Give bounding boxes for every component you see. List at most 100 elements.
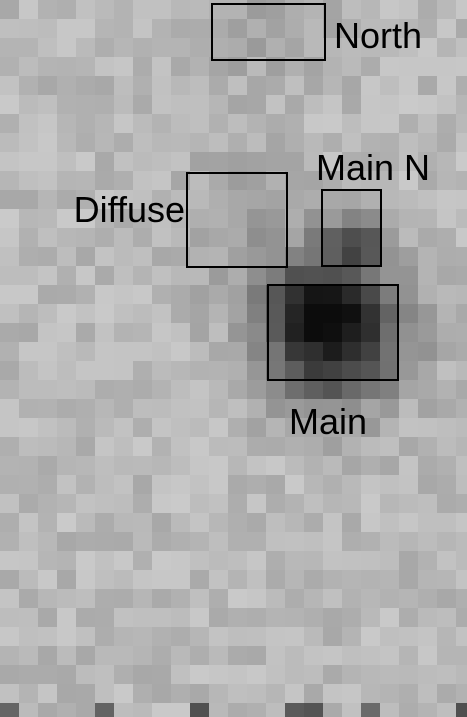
pixel [133, 266, 152, 285]
pixel [38, 209, 57, 228]
pixel [228, 627, 247, 646]
pixel [228, 285, 247, 304]
pixel [304, 76, 323, 95]
pixel [380, 532, 399, 551]
pixel [418, 456, 437, 475]
pixel [304, 475, 323, 494]
pixel [38, 38, 57, 57]
pixel [133, 684, 152, 703]
pixel [418, 285, 437, 304]
pixel [133, 437, 152, 456]
pixel [190, 285, 209, 304]
pixel [19, 570, 38, 589]
pixel [380, 361, 399, 380]
pixel [57, 304, 76, 323]
pixel [209, 627, 228, 646]
pixel [228, 646, 247, 665]
pixel [228, 19, 247, 38]
pixel [399, 114, 418, 133]
pixel [209, 475, 228, 494]
pixel [228, 608, 247, 627]
pixel [266, 551, 285, 570]
pixel [361, 76, 380, 95]
pixel [304, 532, 323, 551]
pixel [228, 437, 247, 456]
pixel [38, 114, 57, 133]
pixel [361, 703, 380, 717]
pixel [418, 76, 437, 95]
pixel [285, 513, 304, 532]
pixel [323, 304, 342, 323]
pixel [228, 228, 247, 247]
pixel [285, 323, 304, 342]
pixel [247, 209, 266, 228]
pixel [76, 513, 95, 532]
image: North Main N Diffuse Main [0, 0, 467, 717]
pixel [0, 228, 19, 247]
pixel [209, 418, 228, 437]
pixel [228, 0, 247, 19]
pixel [57, 399, 76, 418]
pixel [266, 684, 285, 703]
pixel [19, 190, 38, 209]
pixel [228, 456, 247, 475]
pixel [0, 247, 19, 266]
pixel [95, 684, 114, 703]
pixel [38, 247, 57, 266]
region-label: Diffuse [74, 189, 185, 230]
pixel [38, 399, 57, 418]
pixel [114, 323, 133, 342]
pixel [323, 228, 342, 247]
pixel [152, 437, 171, 456]
pixel [456, 152, 467, 171]
pixel [228, 418, 247, 437]
pixel [228, 247, 247, 266]
pixel [95, 133, 114, 152]
pixel [304, 114, 323, 133]
pixel [38, 190, 57, 209]
pixel [95, 646, 114, 665]
pixel [342, 608, 361, 627]
pixel [399, 361, 418, 380]
pixel [266, 114, 285, 133]
pixel [399, 380, 418, 399]
pixel [323, 114, 342, 133]
pixel [437, 684, 456, 703]
pixel [266, 209, 285, 228]
pixel [456, 380, 467, 399]
pixel [342, 247, 361, 266]
pixel [76, 95, 95, 114]
pixel [304, 38, 323, 57]
pixel [304, 190, 323, 209]
pixel [323, 190, 342, 209]
pixel [437, 76, 456, 95]
pixel [0, 551, 19, 570]
pixel [323, 209, 342, 228]
pixel [266, 19, 285, 38]
pixel [380, 437, 399, 456]
pixel [171, 703, 190, 717]
pixel [38, 437, 57, 456]
pixel [19, 627, 38, 646]
pixel [342, 266, 361, 285]
pixel [304, 361, 323, 380]
pixel [76, 665, 95, 684]
pixel [361, 570, 380, 589]
pixel [361, 57, 380, 76]
pixel [247, 342, 266, 361]
pixel [380, 76, 399, 95]
pixel [285, 0, 304, 19]
pixel [57, 95, 76, 114]
pixel [95, 380, 114, 399]
pixel [114, 570, 133, 589]
pixel [247, 95, 266, 114]
pixel [437, 380, 456, 399]
pixel [19, 114, 38, 133]
pixel [361, 380, 380, 399]
pixel [247, 323, 266, 342]
pixel [266, 589, 285, 608]
pixel [323, 247, 342, 266]
pixel [437, 646, 456, 665]
pixel [304, 247, 323, 266]
pixel [437, 475, 456, 494]
